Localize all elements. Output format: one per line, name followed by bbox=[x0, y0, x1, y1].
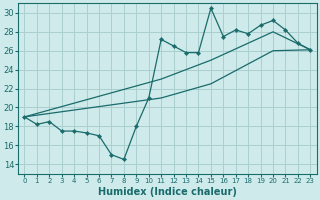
X-axis label: Humidex (Indice chaleur): Humidex (Indice chaleur) bbox=[98, 187, 237, 197]
